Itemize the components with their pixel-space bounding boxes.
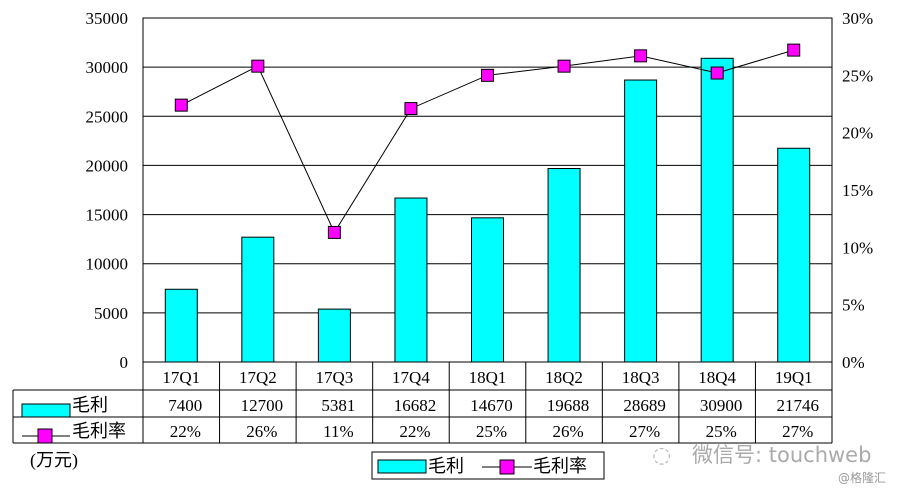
legend-key-bar: [21, 403, 71, 418]
bar-17Q4: [394, 197, 428, 363]
right-tick-label: 20%: [842, 124, 873, 143]
watermark-text: 微信号: touchweb: [692, 443, 871, 467]
bar-19Q1: [777, 147, 811, 363]
table-cell: 28689: [623, 396, 666, 415]
marker-17Q4: [404, 102, 418, 116]
table-cell: 7400: [168, 396, 202, 415]
table-row-label: 毛利: [72, 395, 108, 415]
legend-swatch-marker: [499, 459, 515, 475]
category-label: 18Q2: [545, 368, 583, 387]
legend-label: 毛利: [428, 456, 464, 476]
table-cell: 25%: [706, 422, 737, 441]
right-tick-label: 30%: [842, 9, 873, 28]
left-tick-label: 35000: [86, 9, 129, 28]
category-label: 17Q1: [162, 368, 200, 387]
category-label: 17Q4: [392, 368, 430, 387]
category-label: 17Q3: [315, 368, 353, 387]
table-cell: 26%: [552, 422, 583, 441]
marker-18Q2: [557, 59, 571, 73]
table-cell: 16682: [394, 396, 437, 415]
right-tick-label: 10%: [842, 238, 873, 257]
bar-17Q2: [241, 236, 275, 363]
left-tick-label: 15000: [86, 206, 129, 225]
table-cell: 22%: [399, 422, 430, 441]
category-label: 17Q2: [239, 368, 277, 387]
left-tick-label: 5000: [94, 304, 128, 323]
left-tick-label: 25000: [86, 107, 129, 126]
table-cell: 12700: [241, 396, 284, 415]
category-label: 18Q3: [622, 368, 660, 387]
table-cell: 27%: [629, 422, 660, 441]
legend-label: 毛利率: [533, 456, 587, 476]
table-cell: 21746: [776, 396, 819, 415]
bar-17Q1: [164, 288, 198, 363]
left-tick-label: 30000: [86, 58, 129, 77]
table-cell: 26%: [246, 422, 277, 441]
marker-17Q1: [174, 98, 188, 112]
left-tick-label: 0: [120, 353, 129, 372]
bar-18Q1: [471, 217, 504, 363]
left-tick-label: 20000: [86, 156, 129, 175]
table-cell: 30900: [700, 396, 743, 415]
bar-18Q4: [700, 57, 734, 363]
table-cell: 19688: [547, 396, 590, 415]
right-tick-label: 25%: [842, 66, 873, 85]
table-cell: 27%: [782, 422, 813, 441]
category-label: 18Q1: [469, 368, 507, 387]
right-tick-label: 0%: [842, 353, 865, 372]
marker-18Q1: [481, 68, 494, 82]
category-label: 18Q4: [698, 368, 736, 387]
bar-18Q3: [624, 79, 658, 363]
table-cell: 11%: [323, 422, 354, 441]
unit-label: (万元): [30, 450, 78, 471]
bar-17Q3: [317, 308, 351, 363]
legend-swatch-bar: [377, 459, 427, 474]
right-tick-label: 5%: [842, 296, 865, 315]
table-cell: 22%: [170, 422, 201, 441]
table-row-label: 毛利率: [72, 421, 126, 441]
category-label: 19Q1: [775, 368, 813, 387]
table-cell: 5381: [321, 396, 355, 415]
left-tick-label: 10000: [86, 255, 129, 274]
wechat-icon: ◌: [652, 443, 671, 468]
marker-19Q1: [787, 43, 801, 57]
marker-17Q2: [251, 59, 265, 73]
table-cell: 14670: [470, 396, 513, 415]
marker-18Q3: [634, 49, 648, 63]
watermark-source: @格隆汇: [838, 470, 886, 485]
legend-key-marker: [37, 428, 53, 444]
marker-17Q3: [327, 225, 341, 239]
bar-18Q2: [547, 167, 581, 363]
table-cell: 25%: [476, 422, 507, 441]
marker-18Q4: [710, 66, 724, 80]
right-tick-label: 15%: [842, 181, 873, 200]
